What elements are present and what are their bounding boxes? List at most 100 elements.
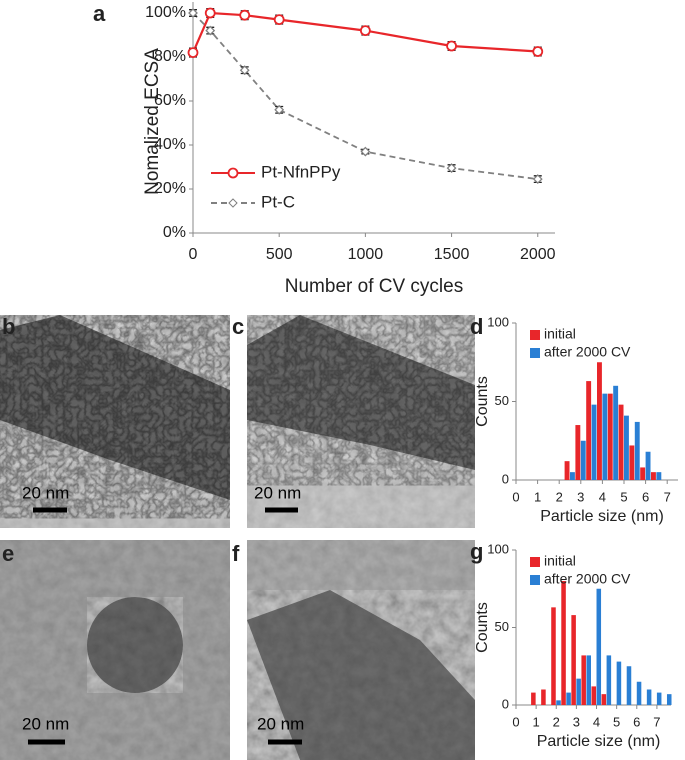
bar bbox=[571, 615, 576, 705]
bar bbox=[618, 404, 624, 480]
legend-swatch bbox=[530, 330, 540, 340]
bar bbox=[586, 655, 591, 705]
bar bbox=[640, 467, 646, 480]
y-tick-label: 0% bbox=[163, 224, 186, 241]
x-tick-label: 6 bbox=[633, 714, 640, 729]
y-tick-label: 100 bbox=[487, 314, 509, 329]
bar bbox=[561, 581, 566, 705]
x-tick-label: 2000 bbox=[520, 246, 556, 263]
bar bbox=[597, 362, 602, 480]
y-axis-title: Nomalized ECSA bbox=[142, 48, 163, 195]
x-tick-label: 4 bbox=[593, 714, 600, 729]
y-tick-label: 40% bbox=[154, 136, 186, 153]
x-axis-title: Number of CV cycles bbox=[285, 276, 463, 297]
bar bbox=[570, 472, 575, 480]
y-tick-label: 100 bbox=[487, 541, 509, 556]
point bbox=[446, 163, 457, 174]
y-tick-label: 0 bbox=[502, 696, 509, 711]
x-tick-label: 1500 bbox=[434, 246, 470, 263]
bar bbox=[531, 692, 536, 705]
point bbox=[187, 47, 199, 58]
bar bbox=[564, 461, 570, 480]
bar bbox=[629, 445, 635, 480]
scale-bar-label: 20 nm bbox=[254, 483, 301, 502]
panel-label: c bbox=[232, 314, 244, 339]
x-tick-label: 0 bbox=[512, 489, 519, 504]
x-tick-label: 1 bbox=[534, 489, 541, 504]
point bbox=[446, 40, 457, 52]
scale-bar-label: 20 nm bbox=[257, 714, 304, 733]
bar bbox=[656, 692, 662, 705]
bar bbox=[596, 588, 602, 705]
bar bbox=[581, 655, 586, 705]
point bbox=[204, 7, 216, 19]
x-tick-label: 5 bbox=[620, 489, 627, 504]
panel-label: f bbox=[232, 541, 240, 566]
y-axis-title: Counts bbox=[474, 602, 491, 653]
legend-label: Pt-C bbox=[261, 192, 295, 211]
x-axis-title: Particle size (nm) bbox=[537, 733, 661, 750]
bar bbox=[551, 607, 556, 705]
bar bbox=[541, 689, 546, 705]
x-axis-title: Particle size (nm) bbox=[540, 508, 664, 525]
x-tick-label: 7 bbox=[664, 489, 671, 504]
point bbox=[359, 25, 371, 37]
bar bbox=[607, 393, 613, 480]
micrograph-c bbox=[247, 315, 475, 528]
micrograph-e bbox=[0, 540, 230, 760]
legend-label: initial bbox=[544, 553, 576, 569]
bar bbox=[613, 385, 619, 480]
panel-label: a bbox=[93, 1, 106, 26]
y-tick-label: 50 bbox=[495, 393, 509, 408]
bar bbox=[656, 472, 662, 480]
bar bbox=[556, 700, 561, 705]
legend-marker bbox=[227, 167, 239, 179]
panel-label: b bbox=[2, 314, 15, 339]
bar bbox=[580, 440, 586, 480]
panel-label: d bbox=[470, 314, 483, 339]
y-tick-label: 50 bbox=[495, 619, 509, 634]
bar bbox=[591, 404, 597, 480]
y-tick-label: 100% bbox=[145, 4, 186, 21]
point bbox=[273, 14, 285, 26]
bar bbox=[636, 681, 642, 705]
point bbox=[239, 65, 250, 76]
y-tick-label: 20% bbox=[154, 180, 186, 197]
y-axis-title: Counts bbox=[474, 376, 491, 427]
point bbox=[532, 46, 544, 57]
bar bbox=[576, 678, 581, 705]
legend-swatch bbox=[530, 348, 540, 358]
legend-label: initial bbox=[544, 326, 576, 342]
bar bbox=[591, 686, 597, 705]
legend-swatch bbox=[530, 557, 540, 567]
bar bbox=[626, 666, 632, 705]
y-tick-label: 60% bbox=[154, 92, 186, 109]
x-tick-label: 3 bbox=[577, 489, 584, 504]
bar bbox=[634, 421, 640, 480]
x-tick-label: 1000 bbox=[348, 246, 384, 263]
x-tick-label: 500 bbox=[266, 246, 293, 263]
x-tick-label: 0 bbox=[189, 246, 198, 263]
legend-label: after 2000 CV bbox=[544, 344, 631, 360]
legend-label: Pt-NfnPPy bbox=[261, 162, 341, 181]
panel-label: g bbox=[470, 539, 483, 564]
point bbox=[532, 174, 543, 185]
x-tick-label: 5 bbox=[613, 714, 620, 729]
x-tick-label: 3 bbox=[573, 714, 580, 729]
bar bbox=[651, 472, 656, 480]
x-tick-label: 7 bbox=[653, 714, 660, 729]
bar bbox=[616, 661, 622, 705]
x-tick-label: 4 bbox=[599, 489, 606, 504]
point bbox=[188, 8, 198, 18]
y-tick-label: 0 bbox=[502, 471, 509, 486]
bar bbox=[645, 451, 651, 480]
x-tick-label: 2 bbox=[556, 489, 563, 504]
legend-marker bbox=[228, 198, 238, 208]
bar bbox=[601, 694, 607, 705]
micrograph-f bbox=[247, 540, 475, 760]
point bbox=[360, 146, 371, 157]
scale-bar-label: 20 nm bbox=[22, 483, 69, 502]
bar bbox=[666, 694, 672, 705]
bar bbox=[602, 393, 608, 480]
